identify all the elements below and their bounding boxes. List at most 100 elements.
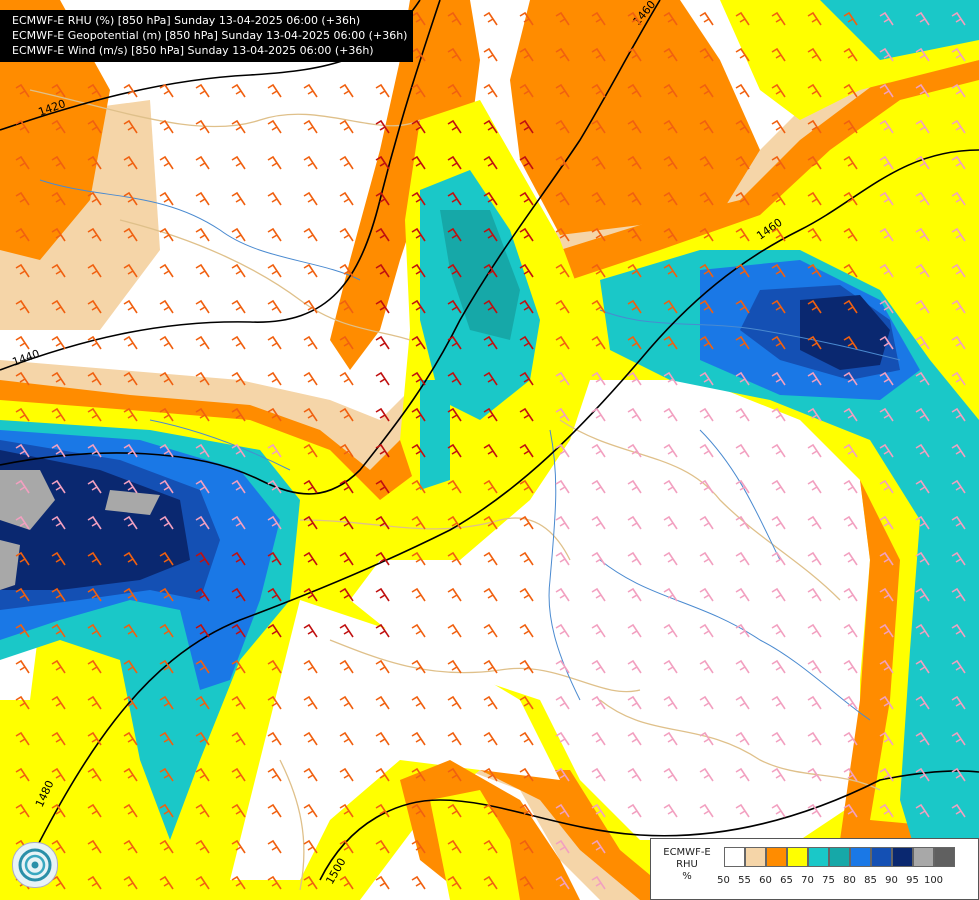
wind-barb: [915, 119, 930, 134]
wind-barb: [555, 551, 570, 566]
wind-barb: [627, 767, 642, 782]
wind-barb: [267, 119, 282, 134]
wind-barb: [807, 83, 822, 98]
wind-barb: [123, 731, 138, 746]
wind-barb: [915, 47, 930, 62]
wind-barb: [735, 623, 750, 638]
wind-barb: [591, 47, 606, 62]
wind-barb: [483, 875, 498, 890]
wind-barb: [699, 407, 714, 422]
wind-barb: [303, 803, 318, 818]
wind-barb: [807, 371, 822, 386]
wind-barb: [267, 659, 282, 674]
wind-barb: [375, 479, 390, 494]
wind-barb: [303, 659, 318, 674]
wind-barb: [807, 191, 822, 206]
wind-barb: [843, 587, 858, 602]
wind-barb: [807, 551, 822, 566]
wind-barb: [807, 443, 822, 458]
wind-barb: [807, 155, 822, 170]
wind-barb: [303, 767, 318, 782]
wind-barb: [15, 227, 30, 242]
wind-barb: [879, 695, 894, 710]
wind-barb: [771, 191, 786, 206]
wind-barb: [483, 623, 498, 638]
wind-barb: [519, 155, 534, 170]
wind-barb: [915, 515, 930, 530]
wind-barb: [699, 767, 714, 782]
wind-barb: [87, 587, 102, 602]
wind-barb: [591, 623, 606, 638]
wind-barb: [231, 263, 246, 278]
wind-barb: [231, 299, 246, 314]
wind-barb: [375, 407, 390, 422]
legend-swatch: [892, 847, 913, 867]
wind-barb: [303, 551, 318, 566]
wind-barb: [771, 443, 786, 458]
wind-barb: [303, 515, 318, 530]
wind-barb: [411, 263, 426, 278]
wind-barb: [195, 695, 210, 710]
wind-barb: [231, 695, 246, 710]
wind-barb: [411, 731, 426, 746]
wind-barb: [231, 479, 246, 494]
wind-barb: [951, 407, 966, 422]
wind-barb: [159, 263, 174, 278]
wind-barb: [195, 515, 210, 530]
legend-name-line: RHU: [676, 859, 698, 870]
wind-barb: [51, 803, 66, 818]
wind-barb: [303, 83, 318, 98]
wind-barb: [879, 371, 894, 386]
wind-barb: [159, 299, 174, 314]
wind-barb: [123, 659, 138, 674]
wind-barb: [447, 875, 462, 890]
wind-barb: [555, 767, 570, 782]
wind-barb: [591, 155, 606, 170]
wind-barb: [267, 479, 282, 494]
wind-barb: [951, 479, 966, 494]
wind-barb: [231, 371, 246, 386]
wind-barb: [735, 659, 750, 674]
wind-barb: [195, 551, 210, 566]
wind-barb: [735, 335, 750, 350]
wind-barb: [879, 515, 894, 530]
wind-barb: [663, 83, 678, 98]
wind-barb: [339, 371, 354, 386]
wind-barb: [807, 767, 822, 782]
wind-barb: [195, 335, 210, 350]
wind-barb: [771, 119, 786, 134]
wind-barb: [483, 299, 498, 314]
wind-barb: [699, 695, 714, 710]
wind-barb: [555, 443, 570, 458]
wind-barb: [699, 443, 714, 458]
wind-barb: [51, 695, 66, 710]
wind-barb: [375, 695, 390, 710]
wind-barb: [627, 155, 642, 170]
wind-barb: [303, 191, 318, 206]
wind-barb: [15, 443, 30, 458]
wind-barb: [339, 479, 354, 494]
wind-barb: [375, 623, 390, 638]
wind-barb: [879, 407, 894, 422]
wind-barb: [555, 803, 570, 818]
wind-barb: [555, 407, 570, 422]
wind-barb: [87, 299, 102, 314]
wind-barb: [807, 119, 822, 134]
wind-barb: [879, 443, 894, 458]
wind-barb: [519, 479, 534, 494]
wind-barb: [771, 767, 786, 782]
wind-barb: [627, 803, 642, 818]
wind-barb: [15, 407, 30, 422]
wind-barb: [303, 443, 318, 458]
wind-barb: [771, 515, 786, 530]
wind-barb: [159, 623, 174, 638]
wind-barb: [267, 515, 282, 530]
wind-barb: [591, 191, 606, 206]
wind-barb: [411, 11, 426, 26]
wind-barb: [123, 695, 138, 710]
wind-barb: [555, 119, 570, 134]
wind-barb: [447, 623, 462, 638]
title-line-rhu: ECMWF-E RHU (%) [850 hPa] Sunday 13-04-2…: [12, 14, 361, 27]
wind-barb: [699, 191, 714, 206]
wind-barb: [951, 623, 966, 638]
